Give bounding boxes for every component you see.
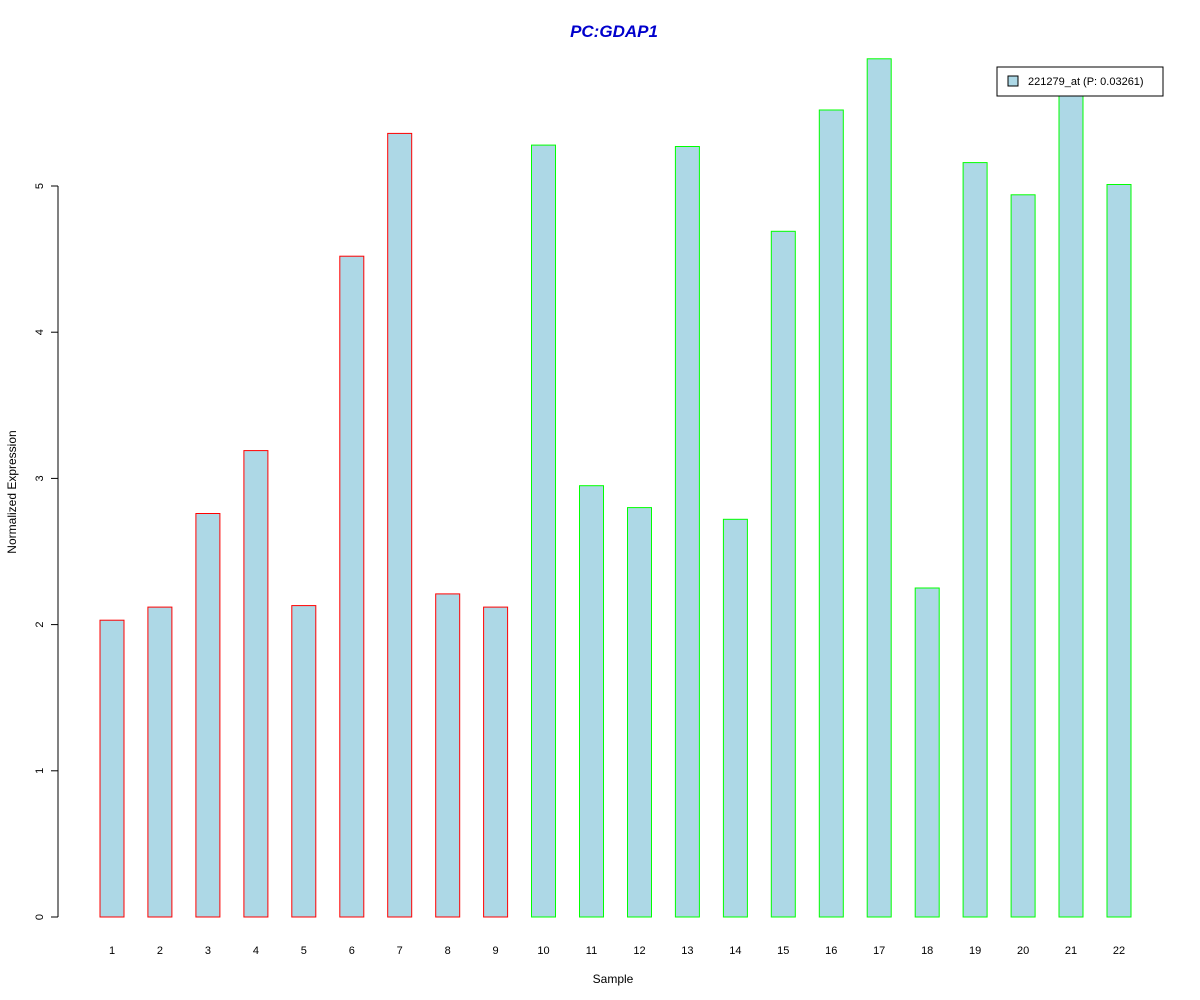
x-tick-label: 16 bbox=[825, 945, 837, 957]
x-tick-label: 5 bbox=[301, 945, 307, 957]
x-tick-label: 13 bbox=[681, 945, 693, 957]
bar-sample-5 bbox=[291, 605, 317, 918]
y-tick-label: 0 bbox=[34, 914, 46, 920]
x-tick-label: 9 bbox=[493, 945, 499, 957]
x-tick-label: 15 bbox=[777, 945, 789, 957]
bar-sample-10 bbox=[531, 144, 556, 918]
x-tick-label: 12 bbox=[633, 945, 645, 957]
x-tick-label: 19 bbox=[969, 945, 981, 957]
y-axis-label: Normalized Expression bbox=[5, 430, 19, 553]
x-tick-label: 17 bbox=[873, 945, 885, 957]
bar-sample-7 bbox=[387, 132, 413, 918]
bar-sample-2 bbox=[147, 606, 173, 918]
x-tick-label: 18 bbox=[921, 945, 933, 957]
x-tick-label: 6 bbox=[349, 945, 355, 957]
bar-sample-17 bbox=[866, 58, 892, 918]
bar-sample-13 bbox=[674, 146, 700, 918]
legend-box bbox=[996, 66, 1164, 97]
x-tick-label: 7 bbox=[397, 945, 403, 957]
x-tick-label: 3 bbox=[205, 945, 211, 957]
x-tick-label: 2 bbox=[157, 945, 163, 957]
y-tick-label: 5 bbox=[34, 183, 46, 189]
legend-entry-label: 221279_at (P: 0.03261) bbox=[1028, 76, 1144, 88]
y-tick-label: 1 bbox=[34, 768, 46, 774]
x-axis-label: Sample bbox=[593, 972, 634, 986]
bars bbox=[99, 58, 1132, 918]
bar-sample-3 bbox=[195, 513, 221, 918]
x-tick-label: 11 bbox=[586, 945, 597, 957]
bar-sample-21 bbox=[1058, 91, 1084, 918]
bar-sample-6 bbox=[339, 255, 365, 918]
legend: 221279_at (P: 0.03261) bbox=[996, 66, 1164, 97]
bar-sample-11 bbox=[579, 485, 604, 918]
bar-sample-16 bbox=[818, 109, 844, 918]
bar-sample-22 bbox=[1106, 184, 1132, 918]
x-tick-label: 1 bbox=[109, 945, 115, 957]
bar-sample-9 bbox=[483, 606, 509, 918]
x-tick-labels: 1 2 3 4 5 6 7 8 9 10 11 12 13 14 15 16 17 18 19 20 21 22 bbox=[109, 945, 1125, 957]
y-axis: 0 1 2 3 4 5 bbox=[34, 183, 59, 920]
y-tick-label: 4 bbox=[34, 329, 46, 335]
chart-title: PC:GDAP1 bbox=[570, 22, 658, 41]
x-tick-label: 22 bbox=[1113, 945, 1125, 957]
x-tick-label: 14 bbox=[729, 945, 741, 957]
bar-sample-18 bbox=[914, 587, 940, 918]
x-tick-label: 21 bbox=[1065, 945, 1077, 957]
bar-sample-20 bbox=[1010, 194, 1036, 918]
legend-swatch bbox=[1007, 75, 1019, 87]
bar-sample-14 bbox=[722, 518, 748, 918]
x-tick-label: 20 bbox=[1017, 945, 1029, 957]
bar-sample-1 bbox=[99, 619, 125, 918]
x-tick-label: 10 bbox=[537, 945, 549, 957]
bar-sample-15 bbox=[770, 230, 796, 918]
bar-sample-19 bbox=[962, 162, 988, 918]
y-tick-label: 3 bbox=[34, 475, 46, 481]
bar-sample-8 bbox=[435, 593, 461, 918]
bar-sample-4 bbox=[243, 450, 269, 918]
x-tick-label: 8 bbox=[445, 945, 451, 957]
bar-sample-12 bbox=[627, 507, 652, 918]
x-tick-label: 4 bbox=[253, 945, 259, 957]
y-tick-label: 2 bbox=[34, 622, 46, 628]
